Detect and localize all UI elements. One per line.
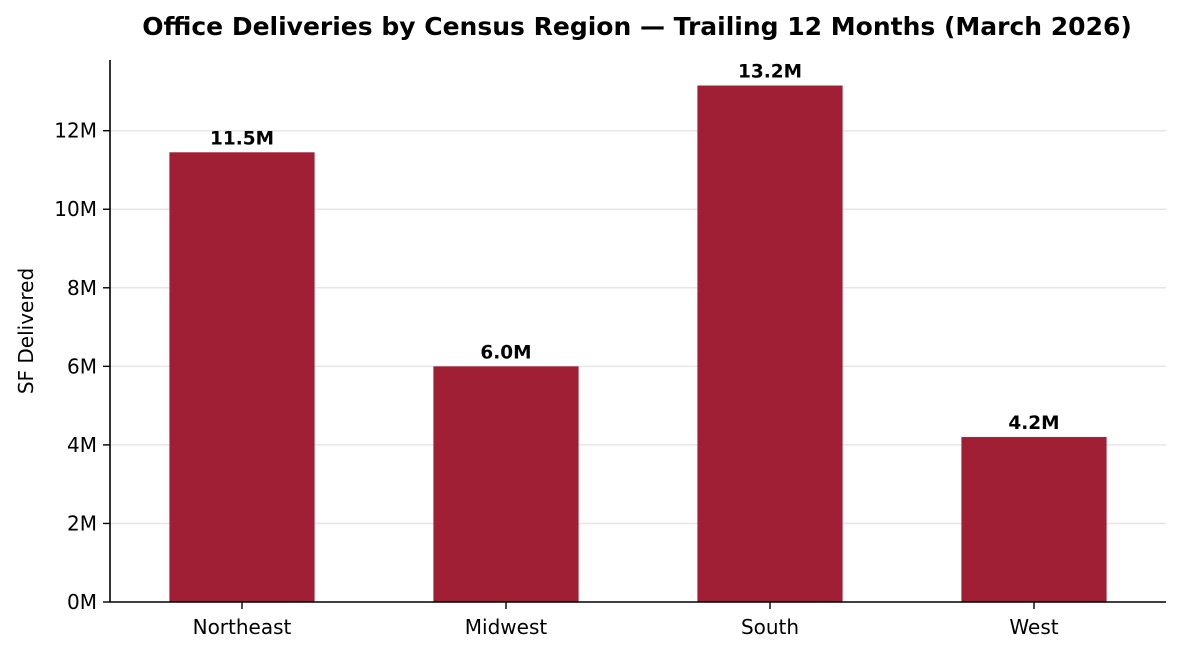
y-tick-label: 4M bbox=[67, 433, 97, 457]
y-tick-label: 2M bbox=[67, 511, 97, 535]
x-tick-label-northeast: Northeast bbox=[193, 615, 292, 639]
y-tick-label: 12M bbox=[54, 119, 97, 143]
data-label-northeast: 11.5M bbox=[210, 128, 274, 149]
x-tick-label-south: South bbox=[741, 615, 799, 639]
x-axis-ticks: Northeast Midwest South West bbox=[193, 602, 1059, 639]
bar-south bbox=[697, 85, 843, 602]
bar-west bbox=[961, 437, 1107, 602]
chart-title: Office Deliveries by Census Region — Tra… bbox=[142, 12, 1132, 41]
y-tick-label: 8M bbox=[67, 276, 97, 300]
bar-midwest bbox=[433, 366, 579, 602]
y-tick-label: 0M bbox=[67, 590, 97, 614]
bar-northeast bbox=[169, 152, 315, 602]
x-tick-label-midwest: Midwest bbox=[465, 615, 548, 639]
data-label-midwest: 6.0M bbox=[480, 342, 531, 363]
y-axis-ticks: 0M 2M 4M 6M 8M 10M 12M bbox=[54, 119, 110, 614]
y-tick-label: 6M bbox=[67, 354, 97, 378]
axes bbox=[109, 60, 1166, 603]
y-axis-label: SF Delivered bbox=[14, 268, 38, 394]
bars bbox=[169, 85, 1107, 602]
data-label-south: 13.2M bbox=[738, 62, 802, 83]
data-label-west: 4.2M bbox=[1008, 413, 1059, 434]
data-labels: 11.5M 6.0M 13.2M 4.2M bbox=[210, 62, 1060, 435]
x-tick-label-west: West bbox=[1009, 615, 1058, 639]
y-tick-label: 10M bbox=[54, 197, 97, 221]
